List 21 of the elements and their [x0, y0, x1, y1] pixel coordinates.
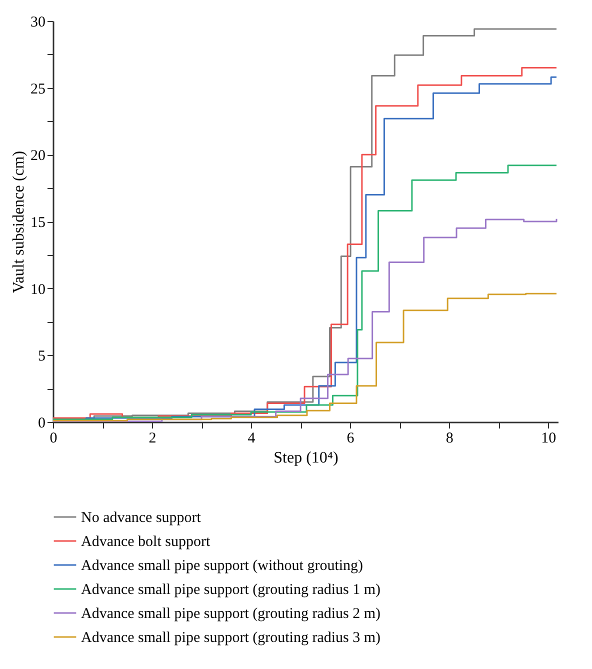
y-tick-label: 5 — [38, 348, 46, 365]
legend-label: Advance small pipe support (grouting radius 1 m) — [81, 582, 381, 598]
x-tick-label: 4 — [248, 430, 256, 446]
x-tick-label: 0 — [50, 430, 58, 446]
y-axis-title: Vault subsidence (cm) — [10, 150, 28, 294]
y-tick-label: 0 — [38, 416, 46, 432]
y-tick-label: 10 — [30, 282, 46, 298]
y-tick-label: 15 — [30, 215, 46, 231]
x-tick-label: 10 — [541, 430, 556, 446]
legend-label: Advance small pipe support (grouting radius 2 m) — [81, 606, 381, 622]
x-tick-label: 8 — [446, 430, 454, 446]
x-tick-label: 2 — [148, 430, 156, 446]
legend-label: No advance support — [81, 510, 202, 526]
y-tick-label: 25 — [30, 81, 46, 98]
x-axis-title: Step (10⁴) — [274, 450, 338, 466]
y-tick-label: 20 — [30, 148, 46, 164]
legend-label: Advance small pipe support (without grouting) — [81, 558, 364, 574]
legend-label: Advance small pipe support (grouting radius 3 m) — [81, 630, 381, 646]
x-tick-label: 6 — [346, 430, 355, 446]
y-tick-label: 30 — [30, 14, 46, 30]
legend-label: Advance bolt support — [81, 534, 211, 550]
